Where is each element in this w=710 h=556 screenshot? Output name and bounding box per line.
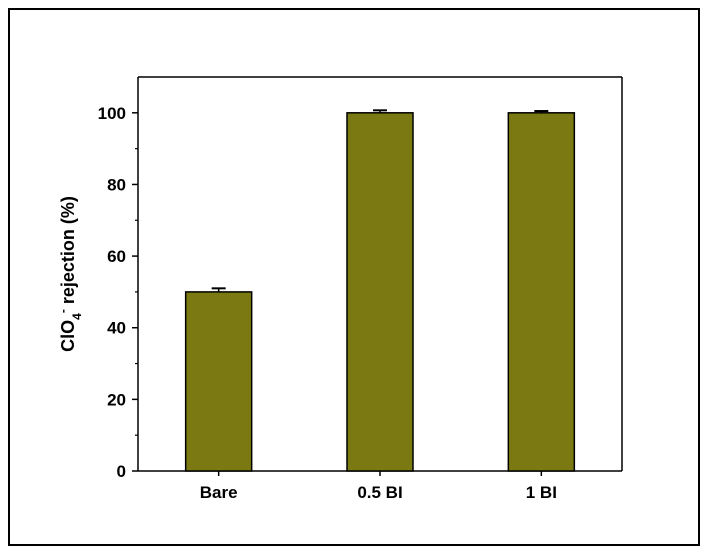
y-tick-label: 60 [107, 247, 126, 266]
y-axis-title-sup: - [56, 309, 70, 313]
y-tick-label: 80 [107, 175, 126, 194]
y-axis-title-post: rejection (%) [58, 196, 78, 309]
x-tick-label: 0.5 BI [357, 483, 402, 502]
y-tick-label: 0 [117, 462, 126, 481]
bars [184, 109, 576, 472]
y-axis-title-sub: 4 [70, 313, 84, 320]
bar [507, 112, 576, 472]
bar [184, 291, 253, 472]
x-tick-label: Bare [200, 483, 238, 502]
bar [346, 112, 414, 472]
x-tick-label: 1 BI [526, 483, 557, 502]
y-axis-title-pre: ClO [58, 320, 78, 352]
y-tick-label: 100 [98, 104, 126, 123]
y-ticks: 0 20 40 60 80 100 [98, 104, 138, 481]
y-axis-title: ClO4- rejection (%) [56, 196, 84, 352]
y-tick-label: 40 [107, 319, 126, 338]
x-ticks: Bare 0.5 BI 1 BI [200, 471, 557, 502]
y-tick-label: 20 [107, 390, 126, 409]
